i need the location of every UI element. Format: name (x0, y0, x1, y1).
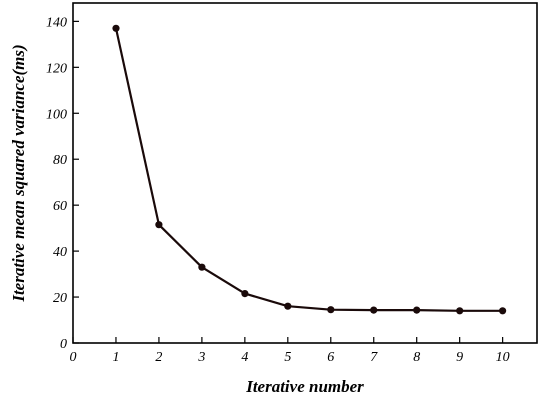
y-tick-label: 100 (46, 107, 67, 122)
x-tick-label: 4 (241, 350, 248, 365)
data-point (413, 306, 421, 314)
plot-frame (72, 2, 538, 344)
y-tick-label: 0 (60, 337, 67, 352)
y-tick-label: 60 (53, 199, 67, 214)
data-point (198, 263, 206, 271)
y-tick-label: 40 (53, 245, 67, 260)
x-tick-label: 7 (370, 350, 378, 365)
x-tick-label: 1 (112, 350, 119, 365)
x-axis: 0 1 2 3 4 5 6 7 8 9 10 (70, 337, 510, 365)
x-tick-label: 2 (155, 350, 162, 365)
data-point (155, 221, 163, 229)
y-tick-label: 120 (46, 61, 67, 76)
y-tick-label: 140 (46, 15, 67, 30)
data-point (370, 306, 378, 314)
x-tick-label: 5 (284, 350, 291, 365)
data-point (241, 290, 249, 298)
data-point (284, 302, 292, 310)
x-tick-label: 10 (496, 350, 510, 365)
x-tick-label: 3 (197, 350, 205, 365)
series-line (114, 28, 503, 312)
y-axis-title: Iterative mean squared variance(ms) (9, 44, 28, 302)
series-layer (112, 24, 507, 315)
y-tick-label: 80 (53, 153, 67, 168)
x-tick-label: 9 (456, 350, 463, 365)
x-tick-label: 0 (70, 350, 77, 365)
data-point (456, 307, 464, 315)
y-axis: 0 20 40 60 80 100 120 140 (46, 15, 79, 352)
x-axis-title: Iterative number (245, 377, 364, 396)
x-tick-label: 8 (413, 350, 420, 365)
data-point (327, 306, 335, 314)
data-point (112, 24, 120, 32)
y-tick-label: 20 (53, 291, 67, 306)
x-tick-label: 6 (327, 350, 334, 365)
data-point (499, 307, 507, 315)
